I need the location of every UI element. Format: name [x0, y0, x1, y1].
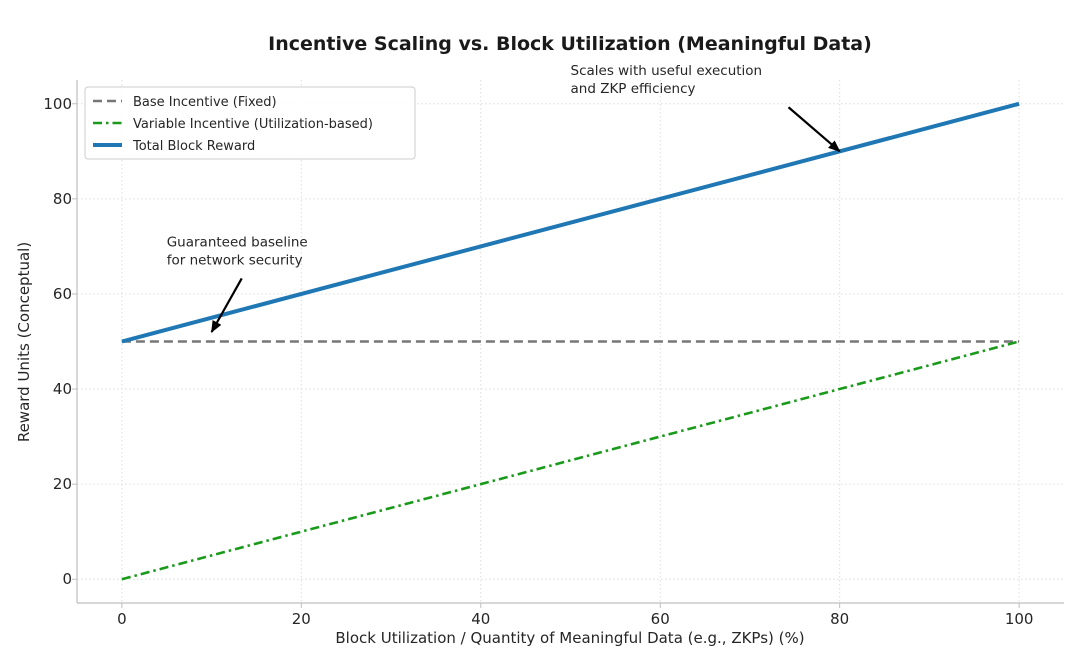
legend: Base Incentive (Fixed) Variable Incentive… [84, 86, 416, 160]
chart-title: Incentive Scaling vs. Block Utilization … [268, 33, 872, 55]
annotation-text: Scales with useful execution [571, 63, 763, 79]
annotation-arrow [210, 277, 243, 333]
legend-label: Variable Incentive (Utilization-based) [133, 117, 373, 132]
x-tick-label: 40 [471, 610, 490, 628]
y-tick-label: 20 [53, 475, 72, 493]
axes [76, 80, 1064, 604]
y-tick-label: 80 [53, 190, 72, 208]
series-line-3 [121, 101, 1020, 344]
legend-box [84, 86, 416, 160]
annotation-text: and ZKP efficiency [571, 81, 696, 97]
annotation-text: Guaranteed baseline [167, 234, 308, 250]
annotations: Scales with useful execution and ZKP effi… [167, 63, 841, 333]
x-tick-label: 0 [117, 610, 127, 628]
legend-label: Base Incentive (Fixed) [133, 95, 277, 110]
series-line-2 [121, 340, 1020, 581]
x-tick-label: 20 [292, 610, 311, 628]
ticks: 0 20 40 60 80 100 0 20 40 60 80 100 [43, 95, 1033, 628]
y-tick-label: 40 [53, 380, 72, 398]
x-tick-label: 100 [1005, 610, 1034, 628]
x-axis-label: Block Utilization / Quantity of Meaningf… [335, 629, 804, 647]
y-tick-label: 60 [53, 285, 72, 303]
annotation-text: for network security [167, 252, 303, 268]
y-tick-label: 100 [43, 95, 72, 113]
legend-label: Total Block Reward [132, 139, 255, 154]
annotation-arrow [787, 106, 841, 153]
y-tick-label: 0 [62, 570, 72, 588]
series [121, 101, 1020, 581]
y-axis-label: Reward Units (Conceptual) [15, 242, 33, 442]
x-tick-label: 60 [651, 610, 670, 628]
x-tick-label: 80 [830, 610, 849, 628]
